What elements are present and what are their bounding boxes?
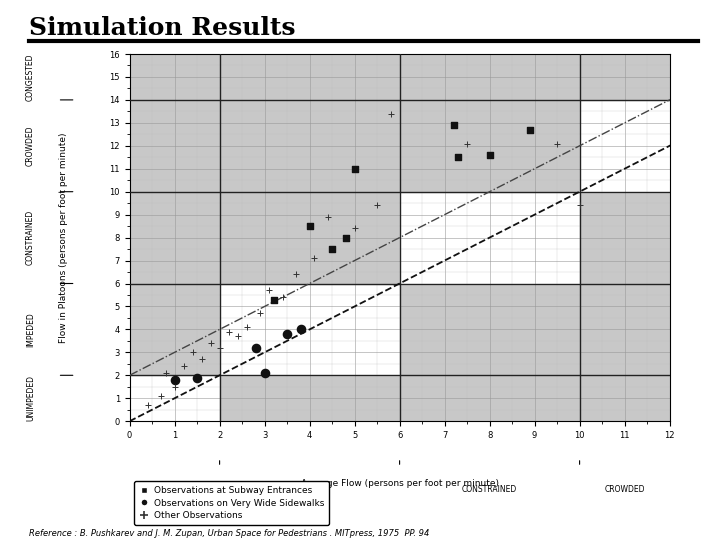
Point (276, 293, 288, 301)
Point (348, 224, 360, 233)
Point (268, 295, 279, 304)
Text: IMPEDED: IMPEDED (292, 485, 327, 495)
Point (232, 332, 243, 341)
Point (290, 270, 302, 279)
Text: CONSTRAINED: CONSTRAINED (462, 485, 517, 495)
Point (160, 369, 171, 377)
Point (452, 153, 464, 161)
Text: UNIMPEDED: UNIMPEDED (26, 375, 35, 421)
Point (448, 121, 459, 130)
Point (372, 201, 383, 210)
Point (484, 151, 495, 159)
Point (254, 309, 266, 318)
Point (574, 201, 585, 210)
Point (222, 327, 234, 336)
X-axis label: Average Flow (persons per foot per minute): Average Flow (persons per foot per minut… (300, 479, 498, 488)
Point (308, 254, 320, 262)
Point (340, 233, 351, 242)
Text: Simulation Results: Simulation Results (29, 16, 295, 40)
Point (462, 139, 473, 148)
Point (214, 343, 225, 352)
Text: UNIMPEDED: UNIMPEDED (152, 485, 197, 495)
Point (384, 109, 396, 118)
Point (178, 362, 189, 370)
Point (258, 369, 270, 377)
Point (294, 325, 306, 334)
Point (156, 392, 167, 400)
Point (168, 376, 180, 384)
Point (264, 286, 275, 295)
Point (204, 339, 216, 348)
Text: IMPEDED: IMPEDED (26, 312, 35, 347)
Point (192, 373, 203, 382)
Point (322, 213, 333, 221)
Point (524, 125, 536, 134)
Point (326, 245, 338, 253)
Text: CONSTRAINED: CONSTRAINED (26, 210, 35, 265)
Legend: Observations at Subway Entrances, Observations on Very Wide Sidewalks, Other Obs: Observations at Subway Entrances, Observ… (134, 482, 329, 525)
Point (196, 355, 207, 363)
Text: Reference : B. Pushkarev and J. M. Zupan, Urban Space for Pedestrians . MITpress: Reference : B. Pushkarev and J. M. Zupan… (29, 529, 429, 538)
Point (250, 343, 261, 352)
Text: CROWDED: CROWDED (26, 126, 35, 166)
Point (186, 348, 198, 357)
Text: CONGESTED: CONGESTED (26, 53, 35, 100)
Text: CROWDED: CROWDED (604, 485, 645, 495)
Point (552, 139, 563, 148)
Point (282, 329, 293, 338)
Point (142, 401, 153, 409)
Point (168, 382, 180, 391)
Point (240, 323, 252, 332)
Y-axis label: Flow in Platoons (persons per foot per minute): Flow in Platoons (persons per foot per m… (58, 132, 68, 343)
Point (348, 164, 360, 173)
Point (304, 222, 315, 231)
